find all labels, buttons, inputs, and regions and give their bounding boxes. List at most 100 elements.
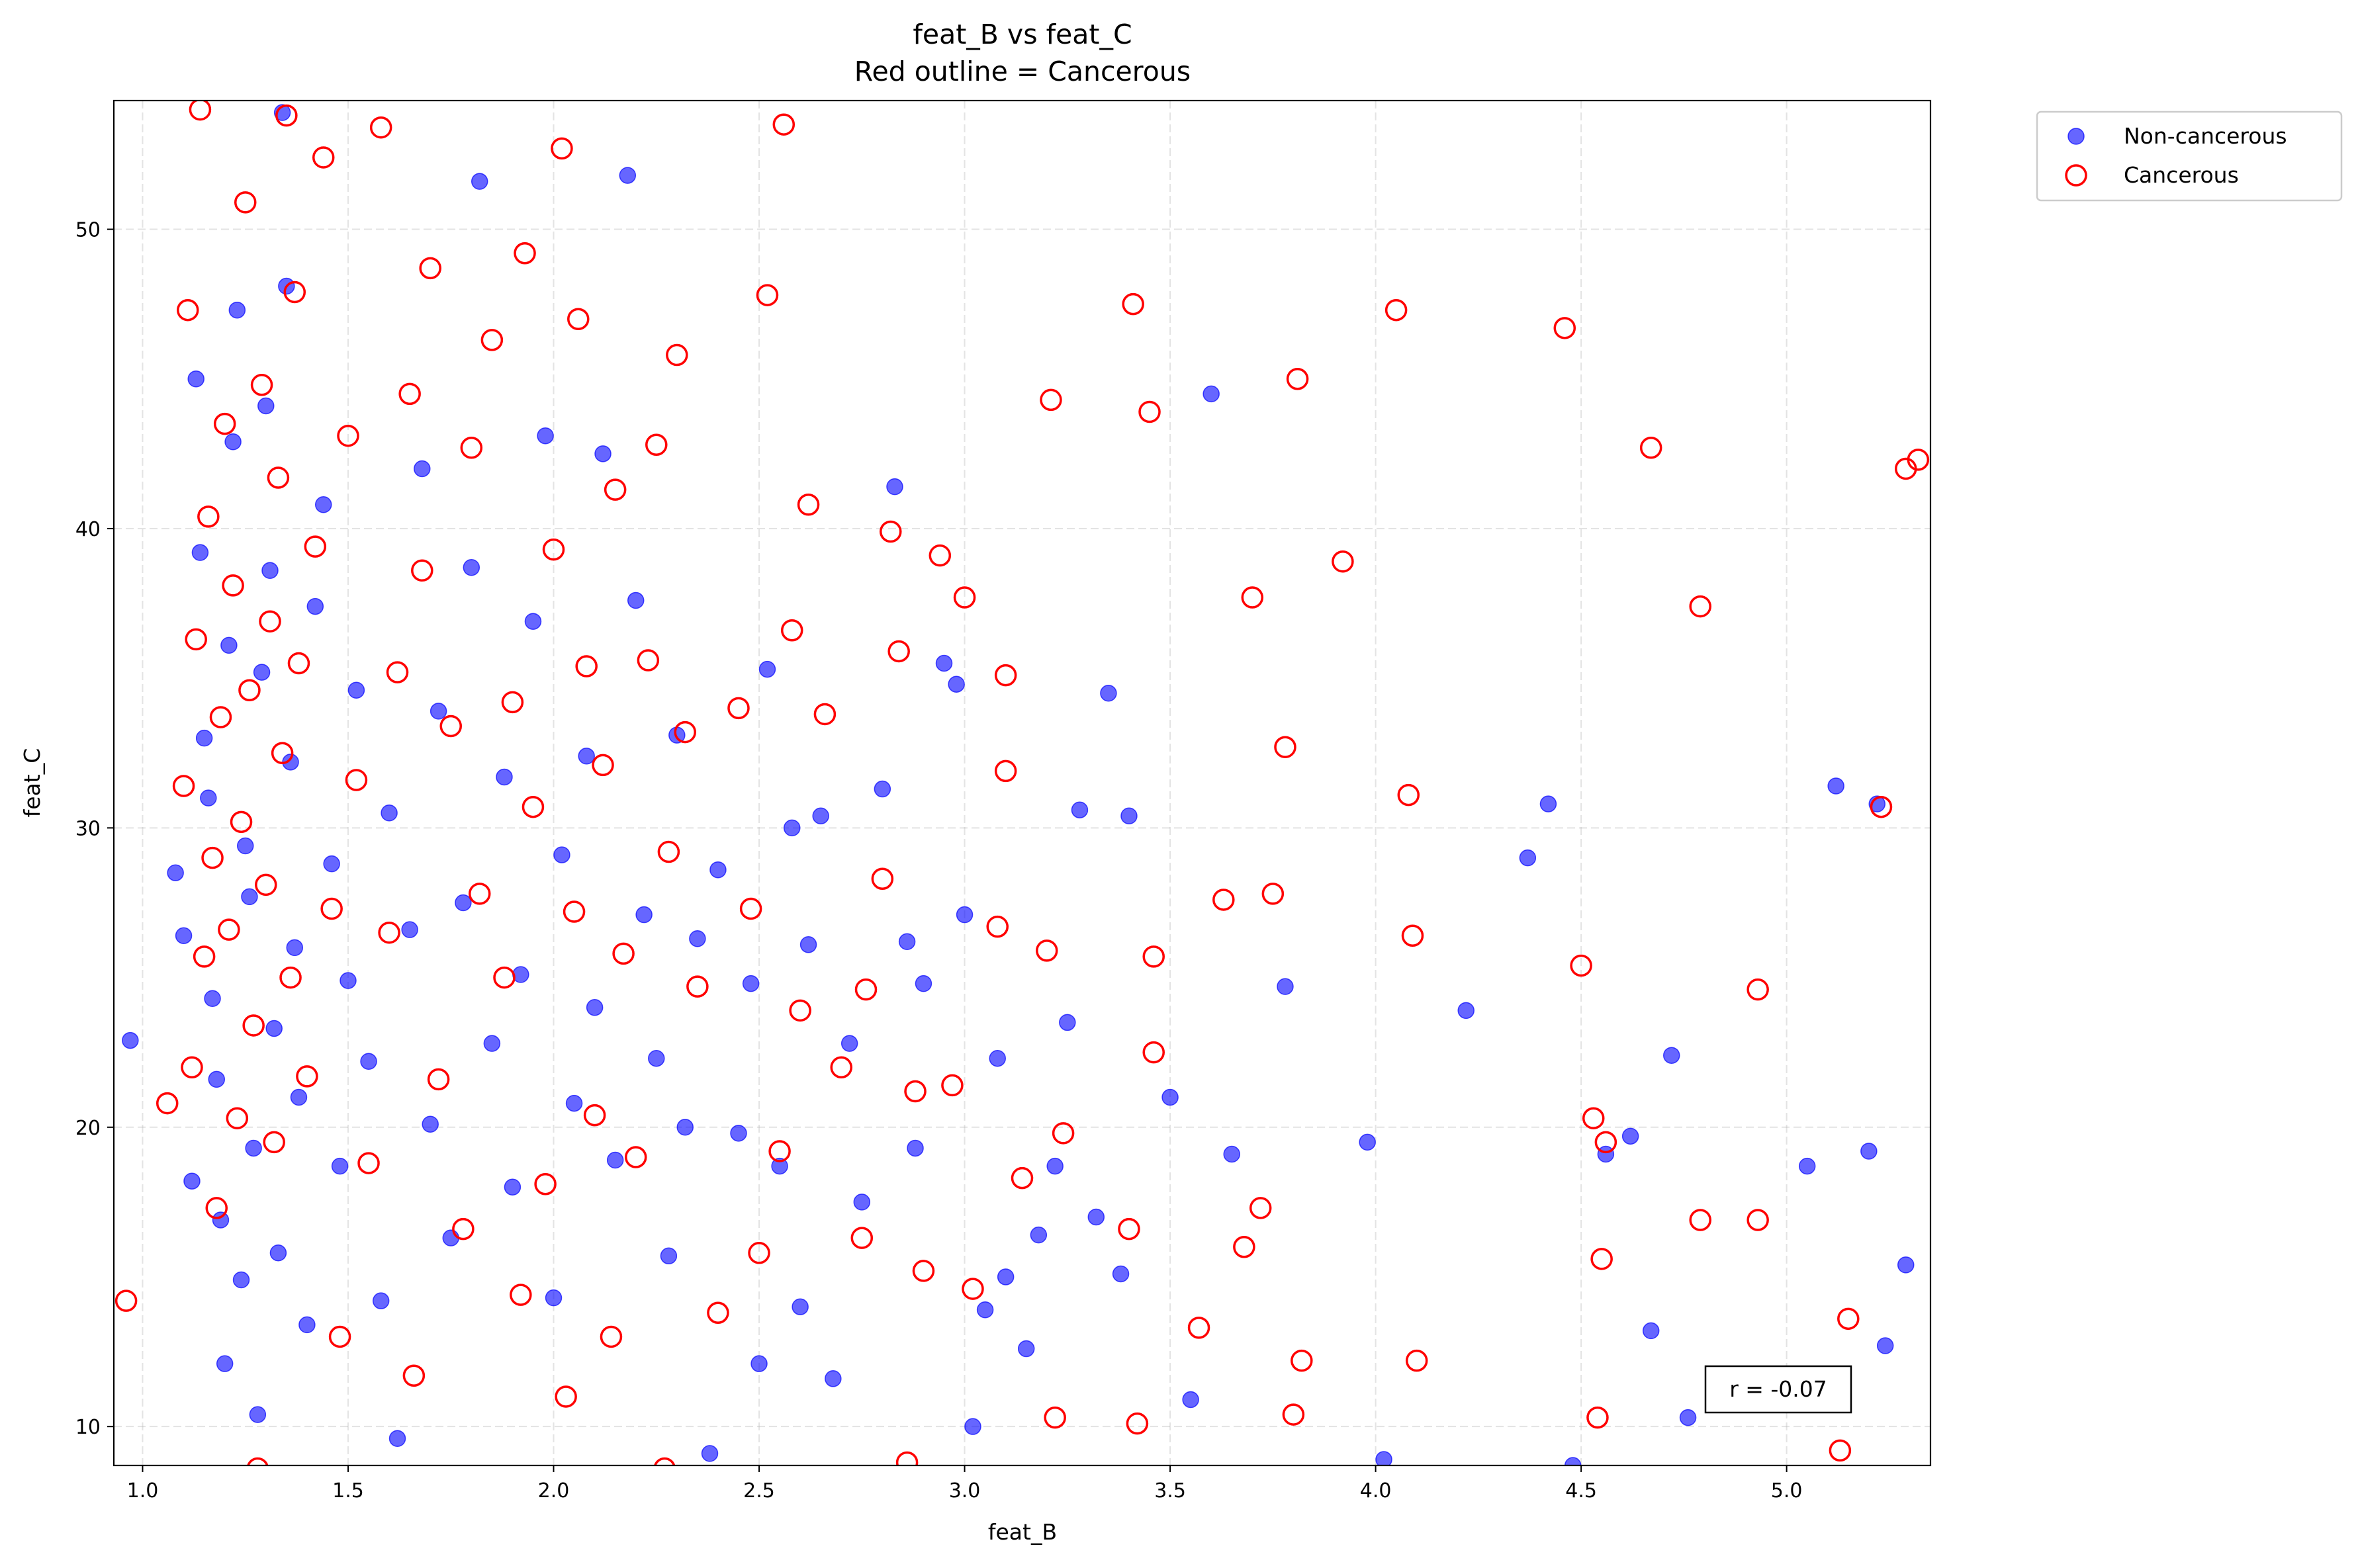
cancerous-point (904, 1080, 927, 1103)
non-cancerous-point (1827, 777, 1844, 795)
cancerous-point (283, 281, 306, 304)
non-cancerous-point (915, 975, 932, 992)
non-cancerous-point (360, 1053, 377, 1070)
cancerous-point (1118, 1217, 1140, 1241)
non-cancerous-point (1876, 1337, 1894, 1354)
non-cancerous-point (1161, 1088, 1179, 1106)
non-cancerous-point (853, 1194, 871, 1211)
non-cancerous-point (1071, 801, 1089, 818)
non-cancerous-point (372, 1292, 390, 1309)
cancerous-point (222, 574, 244, 597)
non-cancerous-point (1087, 1208, 1105, 1226)
non-cancerous-point (298, 1316, 316, 1334)
cancerous-point (402, 1364, 426, 1387)
cancerous-point (177, 298, 199, 322)
cancerous-point (953, 586, 976, 609)
cancerous-point (1639, 437, 1662, 459)
non-cancerous-point (840, 1035, 858, 1052)
cancerous-point (1212, 889, 1235, 911)
cancerous-point (1384, 298, 1408, 322)
cancerous-point (600, 1325, 623, 1348)
cancerous-point (312, 146, 335, 169)
non-cancerous-point (660, 1247, 678, 1265)
cancerous-point (1907, 449, 1930, 471)
non-cancerous-point (758, 660, 776, 678)
plot-frame (113, 99, 1932, 1467)
y-tick-label: 30 (75, 817, 101, 840)
non-cancerous-point (224, 433, 242, 451)
non-cancerous-point (1457, 1002, 1475, 1020)
cancerous-point (263, 1131, 285, 1154)
non-cancerous-point (1798, 1157, 1816, 1175)
cancerous-point (756, 284, 779, 306)
cancerous-point (345, 769, 368, 791)
non-cancerous-point (249, 1406, 267, 1423)
cancerous-point (789, 999, 811, 1022)
cancerous-point (1122, 292, 1144, 316)
cancerous-point (612, 942, 635, 965)
non-cancerous-point (122, 1031, 139, 1049)
cancerous-point (1586, 1406, 1609, 1429)
cancerous-point (534, 1172, 557, 1196)
cancerous-point (880, 520, 902, 543)
cancerous-point (813, 703, 837, 726)
non-cancerous-point (676, 1119, 694, 1136)
cancerous-point (780, 619, 803, 642)
cancerous-point (411, 559, 433, 582)
non-cancerous-point (471, 173, 488, 190)
x-axis-label: feat_B (988, 1519, 1057, 1545)
cancerous-point (468, 883, 491, 905)
cancerous-point (912, 1260, 935, 1282)
cancerous-point (197, 505, 220, 528)
cancerous-point (480, 329, 504, 351)
non-cancerous-point (627, 591, 645, 609)
non-cancerous-point (265, 1020, 283, 1037)
non-cancerous-point (956, 906, 974, 924)
non-cancerous-point (553, 846, 570, 863)
cancerous-point (1052, 1122, 1075, 1145)
cancerous-point (1553, 317, 1576, 339)
non-cancerous-point (1897, 1256, 1915, 1274)
cancerous-point (296, 1065, 318, 1088)
cancerous-point (686, 975, 709, 998)
non-cancerous-point (606, 1151, 624, 1169)
non-cancerous-point (701, 1445, 719, 1462)
non-cancerous-point (1277, 978, 1294, 995)
cancerous-point (727, 697, 750, 720)
non-cancerous-point (594, 445, 612, 462)
cancerous-point (854, 978, 878, 1001)
correlation-text: r = -0.07 (1729, 1376, 1827, 1402)
non-cancerous-point (483, 1035, 501, 1052)
cancerous-point (357, 1152, 380, 1174)
cancerous-point (1291, 1349, 1313, 1372)
cancerous-point (1138, 400, 1161, 423)
cancerous-point (929, 544, 952, 567)
cancerous-point (1249, 1197, 1272, 1219)
non-cancerous-point (212, 1211, 230, 1229)
non-cancerous-point (228, 301, 246, 319)
non-cancerous-point (331, 1157, 349, 1175)
non-cancerous-point (1597, 1145, 1615, 1163)
cancerous-point (895, 1451, 919, 1465)
non-cancerous-point (874, 780, 891, 798)
non-cancerous-point (220, 636, 238, 654)
non-cancerous-point (799, 936, 817, 953)
cancerous-point (247, 1457, 269, 1465)
cancerous-point (1747, 978, 1769, 1001)
non-cancerous-point (1100, 685, 1117, 702)
cancerous-point (1332, 550, 1354, 573)
non-cancerous-point (204, 990, 221, 1007)
y-tick-label: 40 (75, 518, 101, 541)
y-tick-label: 50 (75, 219, 101, 242)
non-cancerous-point (524, 613, 542, 630)
non-cancerous-point (812, 807, 829, 825)
cancerous-point (1126, 1412, 1149, 1435)
non-cancerous-point (578, 748, 595, 765)
cancerous-point (209, 706, 232, 728)
non-cancerous-point (496, 768, 513, 786)
non-cancerous-point (1120, 807, 1138, 825)
non-cancerous-point (1059, 1014, 1076, 1031)
non-cancerous-point (545, 1289, 563, 1307)
cancerous-point (452, 1217, 475, 1241)
